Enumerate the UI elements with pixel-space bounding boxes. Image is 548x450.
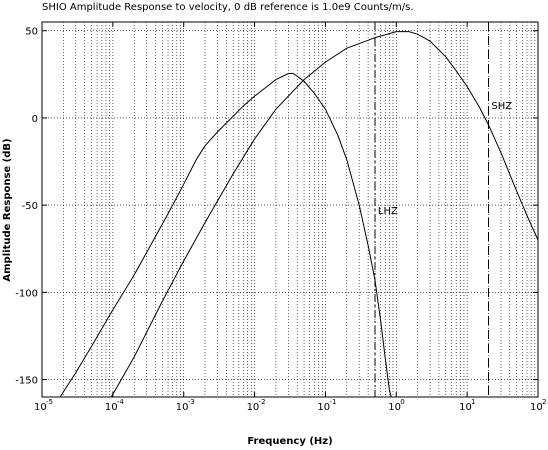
x-tick-exponent: 1 (471, 398, 475, 406)
x-tick-label: 10 (34, 402, 47, 413)
x-tick-label: 10 (105, 402, 118, 413)
x-axis-ticks: 10 -5 10 -4 10 -3 10 -2 10 -1 10 0 10 1 10 2 (34, 22, 546, 413)
y-tick-label: 0 (32, 114, 38, 125)
series-line-lhz (59, 73, 392, 398)
series-line-shz (110, 31, 539, 398)
series-group (59, 31, 539, 398)
grid (42, 22, 538, 397)
y-tick-label: -50 (22, 201, 38, 212)
x-axis-label: Frequency (Hz) (247, 436, 332, 447)
x-tick-exponent: -1 (329, 398, 336, 406)
x-tick-label: 10 (317, 402, 330, 413)
annotation-shz: SHZ (491, 101, 512, 112)
x-tick-label: 10 (247, 402, 260, 413)
x-tick-exponent: -5 (46, 398, 53, 406)
y-tick-label: 50 (25, 27, 38, 38)
y-axis-label: Amplitude Response (dB) (2, 138, 13, 281)
x-tick-exponent: -3 (188, 398, 195, 406)
x-tick-exponent: -4 (117, 398, 125, 406)
reference-lines (374, 22, 489, 397)
plot-frame (41, 21, 539, 398)
x-tick-exponent: 0 (400, 398, 404, 406)
y-tick-label: -100 (15, 288, 38, 299)
x-tick-label: 10 (176, 402, 189, 413)
y-axis-ticks: 50 0 -50 -100 -150 (15, 27, 538, 387)
annotation-lhz: LHZ (378, 206, 398, 217)
y-tick-label: -150 (15, 376, 38, 387)
x-tick-label: 10 (530, 402, 543, 413)
x-tick-exponent: 2 (542, 398, 546, 406)
x-tick-label: 10 (388, 402, 401, 413)
chart-title: SHIO Amplitude Response to velocity, 0 d… (42, 2, 414, 13)
annotations: SHZ LHZ (378, 101, 512, 217)
x-tick-exponent: -2 (259, 398, 266, 406)
x-tick-label: 10 (459, 402, 472, 413)
